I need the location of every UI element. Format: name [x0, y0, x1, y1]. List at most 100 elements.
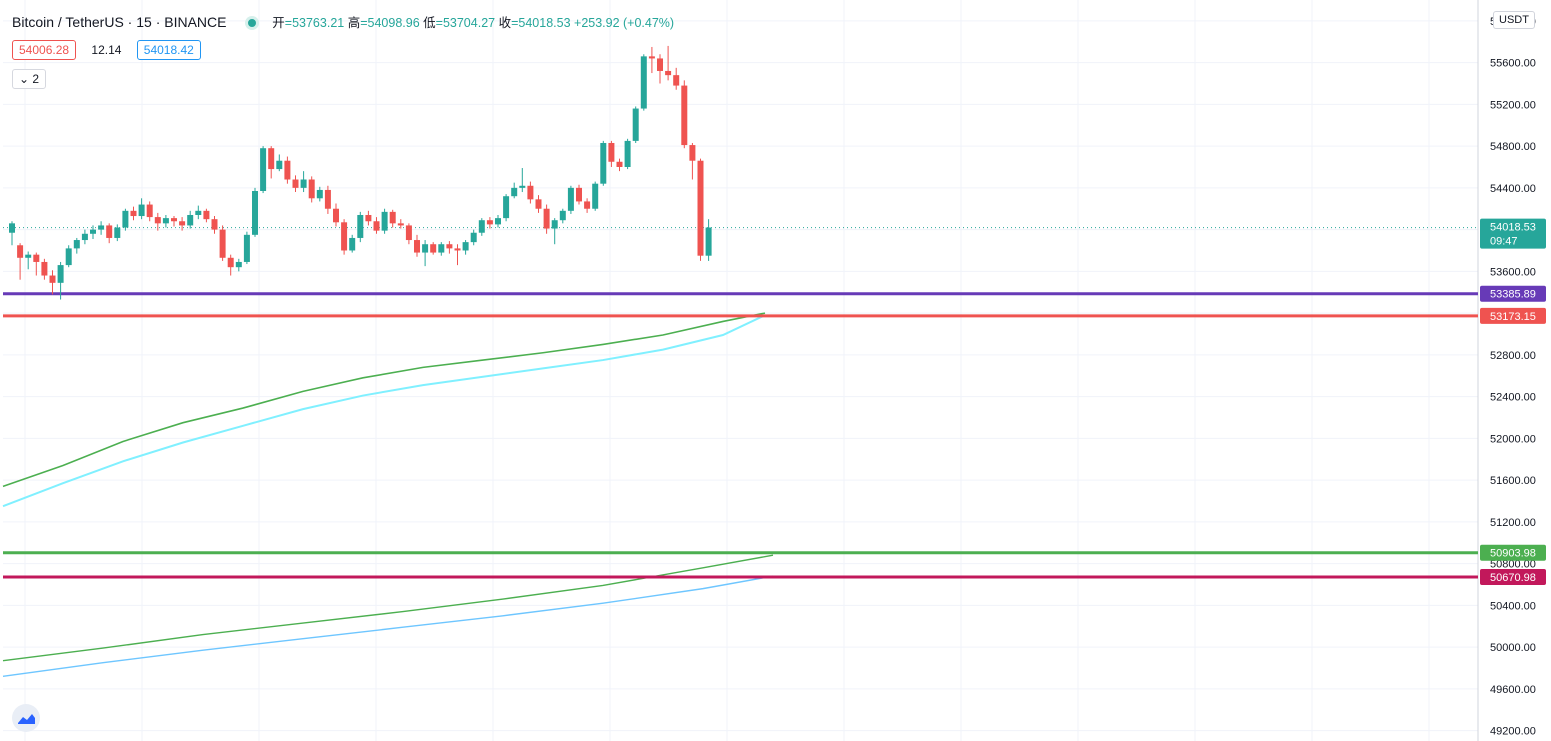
- candle-body: [276, 160, 283, 170]
- candle-body: [73, 240, 80, 249]
- candle-body: [527, 185, 534, 200]
- candle-body: [122, 210, 129, 228]
- candle-body: [146, 204, 153, 218]
- open-label: 开: [272, 16, 285, 30]
- candle-body: [519, 185, 526, 188]
- candle-body: [203, 210, 210, 220]
- candle-body: [470, 232, 477, 243]
- currency-badge[interactable]: USDT: [1493, 11, 1535, 29]
- y-tick-label: 50800.00: [1490, 559, 1536, 571]
- level-price-tag: [1480, 569, 1546, 586]
- candle-body: [130, 210, 137, 217]
- candle-body: [211, 219, 218, 230]
- symbol-title[interactable]: Bitcoin / TetherUS · 15 · BINANCE: [12, 14, 227, 30]
- candle-body: [41, 261, 48, 276]
- indicators-count: 2: [32, 72, 40, 86]
- candle-body: [608, 142, 615, 162]
- y-tick-label: 55600.00: [1490, 58, 1536, 70]
- candle-body: [357, 214, 364, 238]
- candle-body: [341, 222, 348, 251]
- candle-body: [98, 225, 105, 230]
- candle-body: [673, 75, 680, 86]
- close-label: 收: [498, 16, 512, 30]
- level-price-label: 50903.98: [1490, 548, 1536, 560]
- candle-body: [300, 179, 307, 188]
- y-tick-label: 49600.00: [1490, 684, 1536, 696]
- candle-body: [365, 214, 372, 222]
- candle-body: [349, 237, 356, 251]
- bid-price[interactable]: 54006.28: [12, 40, 77, 60]
- candle-body: [171, 218, 177, 222]
- candle-body: [454, 248, 461, 251]
- y-tick-label: 50400.00: [1490, 600, 1536, 612]
- chevron-down-icon: ⌄: [19, 72, 30, 86]
- candle-body: [640, 56, 647, 109]
- level-price-label: 50670.98: [1490, 572, 1536, 584]
- candle-body: [284, 160, 291, 180]
- candle-body: [503, 196, 510, 219]
- indicators-toggle-button[interactable]: ⌄ 2: [12, 69, 47, 89]
- change-value: +253.92 (+0.47%): [574, 16, 675, 30]
- candle-body: [316, 189, 323, 199]
- market-status-icon: [248, 19, 257, 28]
- y-tick-label: 51600.00: [1490, 475, 1536, 487]
- quote-row: 54006.28 12.14 54018.42: [12, 40, 201, 60]
- candle-body: [243, 234, 250, 262]
- candle-body: [333, 208, 339, 223]
- y-tick-label: 52800.00: [1490, 350, 1536, 362]
- candle-body: [195, 210, 202, 215]
- candle-body: [389, 211, 396, 224]
- candle-body: [681, 85, 688, 146]
- candle-body: [308, 179, 315, 199]
- candle-body: [632, 108, 639, 141]
- level-price-tag: [1480, 285, 1546, 302]
- y-tick-label: 54400.00: [1490, 183, 1536, 195]
- candle-body: [154, 217, 161, 224]
- close-value: =54018.53: [511, 16, 571, 30]
- candle-body: [535, 199, 542, 209]
- candle-body: [405, 225, 412, 241]
- y-tick-label: 50000.00: [1490, 642, 1536, 654]
- candle-body: [446, 244, 453, 249]
- tradingview-logo-icon[interactable]: [12, 704, 40, 732]
- candle-body: [689, 145, 696, 161]
- candle-body: [567, 187, 574, 211]
- candle-body: [592, 183, 599, 209]
- y-tick-label: 55200.00: [1490, 99, 1536, 111]
- chart-legend: Bitcoin / TetherUS · 15 · BINANCE 开=5376…: [12, 12, 674, 31]
- y-tick-label: 52000.00: [1490, 433, 1536, 445]
- countdown-label: 09:47: [1490, 236, 1518, 248]
- candle-body: [576, 187, 582, 202]
- candle-body: [106, 225, 113, 238]
- candle-body: [90, 229, 96, 234]
- candle-body: [252, 190, 258, 235]
- candle-body: [17, 245, 24, 258]
- candle-body: [584, 201, 591, 209]
- candle-body: [478, 220, 485, 233]
- candle-body: [187, 214, 194, 226]
- candle-body: [49, 275, 56, 283]
- y-tick-label: 53600.00: [1490, 266, 1536, 278]
- candle-body: [235, 261, 242, 268]
- candle-body: [414, 240, 420, 253]
- ma-line-green: [2, 554, 774, 662]
- candle-body: [179, 221, 186, 226]
- candle-body: [219, 229, 226, 258]
- candle-body: [25, 254, 32, 258]
- candle-body: [430, 244, 437, 253]
- candle-body: [462, 242, 469, 251]
- candle-body: [486, 220, 493, 225]
- candle-body: [81, 233, 88, 241]
- candle-body: [543, 208, 550, 229]
- candle-body: [65, 248, 72, 266]
- high-label: 高: [347, 16, 361, 30]
- candle-body: [624, 140, 631, 167]
- y-tick-label: 51200.00: [1490, 517, 1536, 529]
- candle-body: [665, 70, 672, 76]
- candle-body: [260, 148, 267, 191]
- candle-body: [657, 58, 663, 71]
- ask-price[interactable]: 54018.42: [136, 40, 201, 60]
- candle-body: [397, 223, 404, 226]
- high-value: =54098.96: [360, 16, 420, 30]
